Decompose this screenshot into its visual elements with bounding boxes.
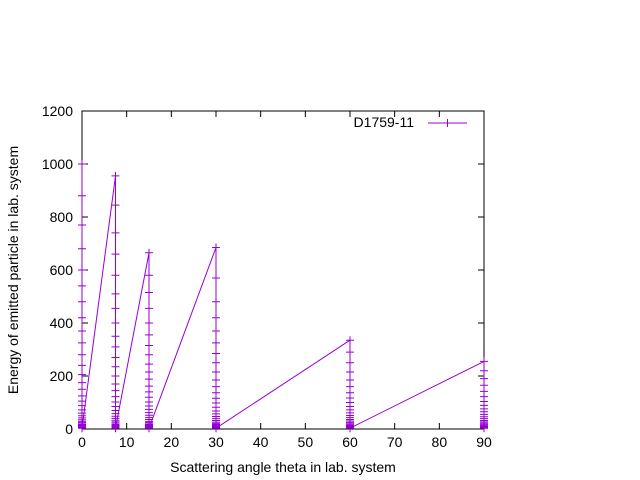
x-tick-label: 0	[78, 434, 86, 450]
data-point-marker	[145, 341, 153, 350]
data-point-marker	[346, 358, 354, 367]
data-point-marker	[480, 357, 488, 366]
data-point-marker	[111, 342, 120, 351]
data-point-marker	[145, 288, 153, 297]
data-point-marker	[111, 332, 120, 341]
y-axis: 0 200 400 600 800 1000 1200	[42, 103, 484, 437]
x-axis: 0 10 20 30 40 50 60 70 80 90	[78, 111, 492, 450]
data-point-marker	[111, 424, 120, 433]
data-point-marker	[78, 266, 86, 274]
data-point-marker	[145, 350, 153, 359]
data-point-marker	[145, 375, 153, 384]
y-tick-label: 0	[65, 421, 73, 437]
data-point-marker	[212, 273, 220, 282]
data-point-marker	[78, 160, 86, 168]
data-point-marker	[145, 330, 153, 339]
y-tick-label: 800	[50, 209, 74, 225]
data-point-marker	[145, 304, 153, 313]
data-point-marker	[111, 250, 120, 259]
data-point-marker	[212, 424, 220, 433]
data-point-marker	[78, 244, 86, 253]
data-point-marker	[346, 336, 354, 345]
data-point-marker	[78, 338, 86, 347]
data-point-marker	[212, 358, 220, 367]
data-point-marker	[78, 424, 86, 433]
data-point-marker	[346, 424, 354, 433]
data-point-marker	[346, 368, 354, 377]
x-tick-label: 40	[253, 434, 269, 450]
y-tick-label: 400	[50, 315, 74, 331]
data-point-marker	[145, 360, 153, 369]
series-line	[81, 164, 485, 430]
data-point-marker	[145, 319, 153, 327]
data-point-marker	[212, 243, 220, 252]
x-tick-label: 50	[298, 434, 314, 450]
data-point-marker	[78, 361, 86, 370]
y-tick-label: 1200	[42, 103, 73, 119]
x-tick-label: 70	[387, 434, 403, 450]
x-axis-label: Scattering angle theta in lab. system	[170, 459, 396, 475]
plot-area-frame	[81, 110, 485, 430]
x-tick-label: 60	[342, 434, 358, 450]
data-point-marker	[111, 362, 120, 371]
data-point-marker	[212, 338, 220, 347]
data-point-marker	[111, 289, 120, 298]
data-point-marker	[145, 248, 153, 257]
data-point-marker	[212, 313, 220, 322]
data-point-marker	[111, 353, 120, 362]
data-point-marker	[212, 326, 220, 335]
data-point-marker	[78, 350, 86, 359]
y-tick-label: 1000	[42, 156, 73, 172]
y-tick-label: 200	[50, 368, 74, 384]
data-point-marker	[480, 366, 488, 375]
data-point-marker	[78, 220, 86, 229]
data-point-marker	[346, 348, 354, 357]
data-point-marker	[78, 313, 86, 322]
x-tick-label: 20	[164, 434, 180, 450]
data-point-marker	[78, 281, 86, 290]
data-point-marker	[111, 304, 120, 313]
data-point-marker	[111, 201, 120, 210]
y-axis-label: Energy of emitted particle in lab. syste…	[5, 146, 21, 394]
data-point-marker	[145, 424, 153, 433]
data-point-marker	[111, 319, 120, 327]
data-point-marker	[78, 191, 86, 200]
data-point-marker	[212, 368, 220, 377]
data-point-marker	[111, 228, 120, 237]
legend-label: D1759-11	[354, 114, 415, 130]
series-layer	[78, 160, 488, 433]
data-point-marker	[78, 297, 86, 306]
data-point-marker	[111, 271, 120, 280]
data-point-marker	[212, 297, 220, 306]
x-tick-label: 80	[432, 434, 448, 450]
legend-marker	[443, 119, 452, 127]
data-point-marker	[111, 171, 120, 180]
x-tick-label: 30	[208, 434, 224, 450]
x-tick-label: 10	[119, 434, 135, 450]
data-point-marker	[78, 326, 86, 335]
data-point-marker	[480, 424, 488, 433]
x-tick-label: 90	[476, 434, 492, 450]
data-point-marker	[145, 271, 153, 280]
legend: D1759-11	[354, 114, 467, 130]
y-tick-label: 600	[50, 262, 74, 278]
data-point-marker	[111, 372, 120, 380]
data-point-marker	[212, 349, 220, 358]
data-point-marker	[145, 368, 153, 377]
data-point-marker	[78, 370, 86, 379]
